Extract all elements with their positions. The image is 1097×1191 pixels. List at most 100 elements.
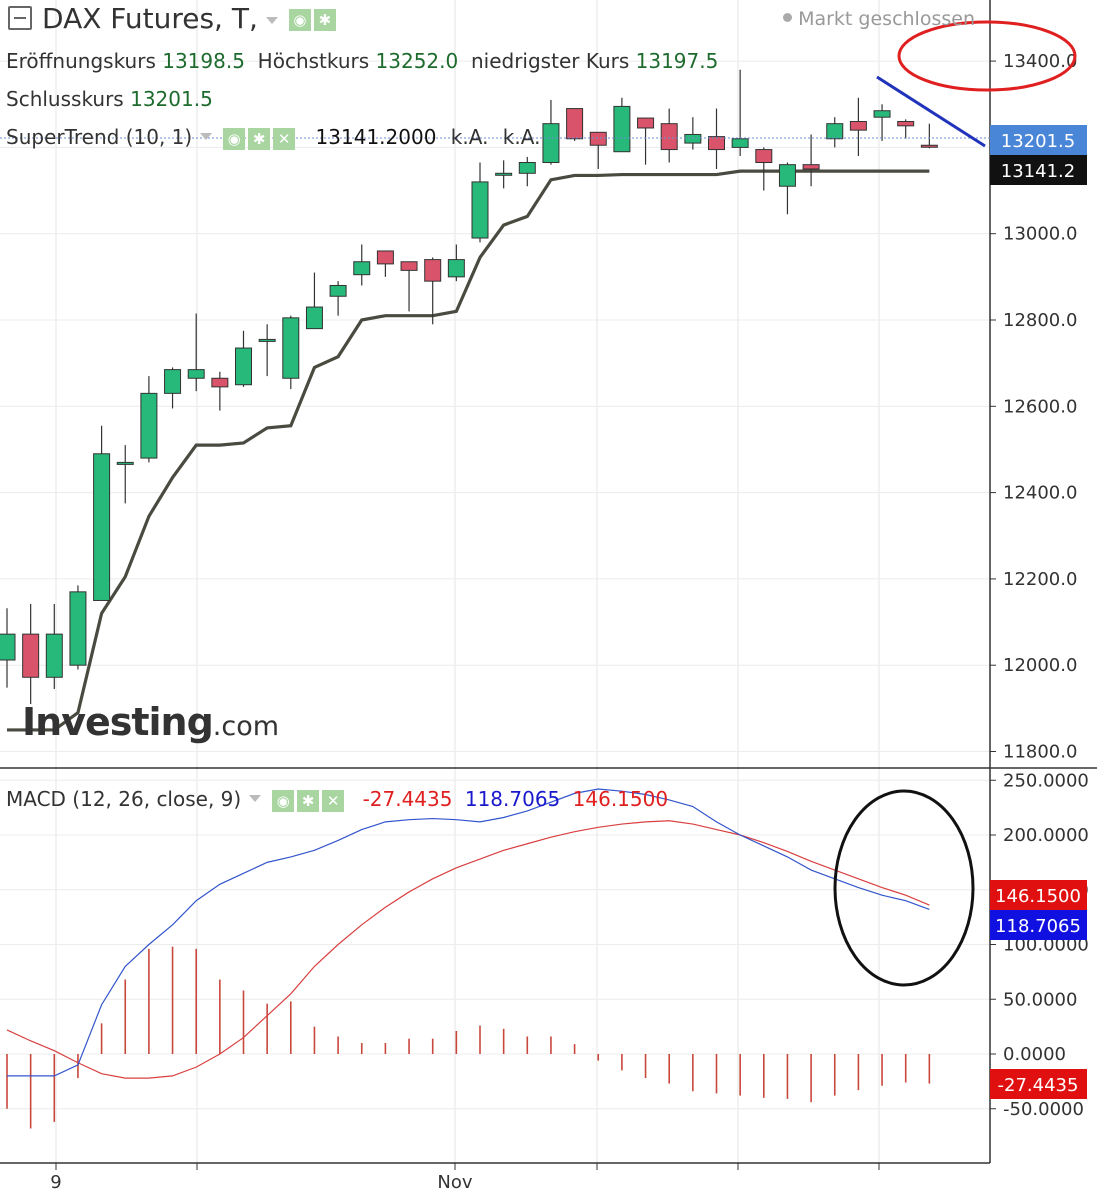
last-price-flag: 13201.5: [990, 125, 1087, 155]
candle-body: [164, 369, 182, 394]
candle-body: [566, 108, 584, 140]
candle-body: [22, 633, 40, 678]
candle-6: [140, 376, 158, 463]
signal-flag-bg: [990, 880, 1087, 910]
candle-24: [566, 108, 584, 141]
candle-body: [613, 105, 631, 153]
candle-26: [613, 97, 631, 153]
candle-body: [920, 144, 938, 148]
price-tick-label-12800: 12800.0: [1003, 310, 1077, 331]
ohlc-row-1: Eröffnungskurs 13198.5 Höchstkurs 13252.…: [6, 49, 719, 73]
candle-23: [542, 99, 560, 165]
settings-eye-icon[interactable]: ◉: [272, 789, 295, 812]
histogram-flag: -27.4435: [990, 1069, 1087, 1099]
candle-body: [305, 306, 323, 330]
supertrend-label: SuperTrend (10, 1): [6, 125, 193, 149]
candle-10: [235, 330, 252, 387]
candle-body: [660, 123, 678, 151]
chart-title-row: DAX Futures, T, ◉ ✱: [8, 2, 336, 35]
candle-body: [69, 591, 87, 666]
na-value-1: k.A.: [450, 125, 489, 149]
candle-8: [187, 313, 205, 392]
candle-5: [116, 445, 134, 504]
candle-38: [897, 119, 915, 139]
candle-body: [471, 181, 489, 239]
close-icon[interactable]: ✕: [273, 127, 296, 150]
candle-body: [589, 131, 607, 146]
candle-body: [447, 259, 465, 278]
candle-28: [660, 108, 678, 163]
candle-13: [305, 272, 323, 330]
candle-body: [235, 347, 252, 386]
gear-icon[interactable]: ✱: [248, 127, 271, 150]
chevron-down-icon[interactable]: [249, 795, 262, 802]
candle-11: [258, 324, 276, 377]
candle-31: [731, 69, 749, 157]
candle-body: [211, 377, 229, 388]
gear-icon[interactable]: ✱: [297, 789, 320, 812]
candle-39: [920, 123, 938, 149]
candle-30: [708, 108, 725, 169]
chevron-down-icon[interactable]: [200, 133, 213, 140]
candle-0: [0, 608, 16, 688]
candle-body: [708, 136, 725, 151]
candle-body: [45, 633, 63, 678]
macd-signal-value: 146.1500: [572, 787, 669, 811]
macd-flag: 118.7065: [990, 910, 1087, 940]
close-icon[interactable]: ✕: [322, 789, 345, 812]
supertrend-polyline: [7, 169, 930, 732]
price-tick-label-13000: 13000.0: [1003, 224, 1077, 245]
status-dot-icon: [783, 13, 793, 22]
collapse-icon[interactable]: [8, 6, 32, 30]
supertrend-value: 13141.2000: [315, 125, 437, 149]
candle-body: [353, 261, 371, 276]
candle-body: [329, 284, 347, 297]
price-tick-label-12200: 12200.0: [1003, 569, 1077, 590]
candle-29: [684, 117, 702, 150]
candle-body: [731, 138, 749, 148]
candle-16: [376, 250, 394, 277]
horizontal-gridlines: [0, 60, 990, 1110]
settings-eye-icon[interactable]: ◉: [223, 127, 246, 150]
candle-body: [778, 164, 796, 187]
candle-25: [589, 131, 607, 169]
histogram-flag-text: -27.4435: [998, 1075, 1079, 1096]
candle-body: [826, 123, 844, 140]
vertical-gridlines: [55, 0, 880, 1163]
black-circle-annotation: [833, 789, 975, 987]
chart-title: DAX Futures, T,: [42, 2, 258, 35]
macd-hist-value: -27.4435: [362, 787, 453, 811]
candle-12: [282, 315, 300, 390]
candle-body: [542, 123, 560, 164]
candle-20: [471, 162, 489, 243]
candle-33: [778, 162, 796, 215]
candle-2: [45, 603, 63, 689]
settings-eye-icon[interactable]: ◉: [288, 9, 311, 31]
last-price-flag-text: 13201.5: [1001, 131, 1075, 152]
candle-body: [116, 461, 134, 465]
signal-flag-text: 146.1500: [995, 886, 1081, 907]
price-tick-label-12400: 12400.0: [1003, 483, 1077, 504]
candle-body: [802, 164, 820, 170]
candle-body: [897, 121, 915, 127]
macd-flag-bg: [990, 910, 1087, 940]
macd-panel: [6, 788, 931, 1129]
macd-legend: MACD (12, 26, close, 9) ◉ ✱ ✕ -27.4435 118.…: [6, 787, 668, 812]
candle-22: [518, 156, 536, 187]
macd-label: MACD (12, 26, close, 9): [6, 787, 242, 811]
macd-line-value: 118.7065: [464, 787, 561, 811]
macd-tick-label-250: 250.0000: [1003, 770, 1089, 791]
candle-body: [684, 133, 702, 144]
candle-36: [849, 97, 867, 157]
gear-icon[interactable]: ✱: [313, 9, 336, 31]
supertrend-legend: SuperTrend (10, 1) ◉ ✱ ✕ 13141.2000 k.A. k.…: [6, 125, 540, 150]
chevron-down-icon[interactable]: [265, 17, 278, 24]
price-tick-label-12600: 12600.0: [1003, 396, 1077, 417]
last-price-flag-bg: [990, 125, 1087, 155]
candle-4: [93, 425, 111, 601]
candle-body: [376, 250, 394, 265]
candle-37: [873, 104, 891, 141]
candle-body: [755, 149, 773, 164]
macd-line: [7, 788, 930, 1077]
